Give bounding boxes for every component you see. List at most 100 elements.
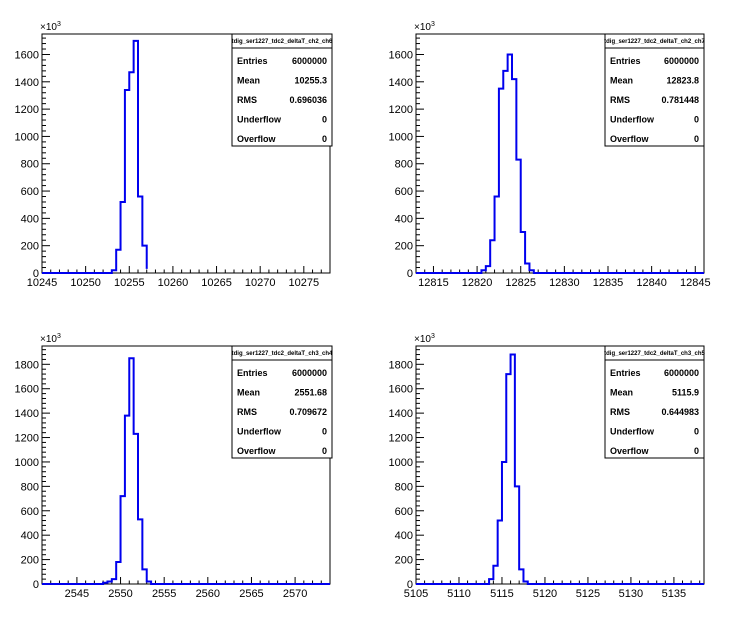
histogram-panel: 5105 5110 5115 5120 5125 5130 5135 0 200 400 600 80… (389, 333, 706, 600)
stat-value: 0 (322, 446, 327, 456)
x-tick-label: 12845 (680, 277, 711, 289)
y-multiplier-label: ×103 (40, 333, 61, 345)
stat-value: 12823.8 (666, 76, 699, 86)
x-tick-label: 2570 (283, 588, 307, 600)
stat-label: RMS (237, 407, 257, 417)
stat-value: 0 (694, 115, 699, 125)
y-tick-label: 1600 (15, 384, 39, 396)
stat-label: Mean (610, 76, 633, 86)
x-tick-label: 10275 (289, 277, 320, 289)
y-tick-label: 600 (395, 506, 413, 518)
histogram-panel: 10245 10250 10255 10260 10265 10270 10275 0 200 4… (15, 21, 334, 289)
y-tick-label: 1200 (15, 433, 39, 445)
stats-box-frame (604, 345, 705, 459)
y-tick-label: 1600 (15, 49, 39, 61)
y-multiplier-label: ×103 (40, 21, 61, 33)
plot-frame (41, 33, 331, 274)
histogram-bin (508, 54, 512, 273)
histogram-line (416, 353, 704, 585)
y-tick-label: 800 (395, 481, 413, 493)
x-tick-label: 5105 (404, 588, 428, 600)
y-tick-label: 200 (21, 555, 39, 567)
y-multiplier-label: ×103 (414, 21, 435, 33)
y-tick-label: 1400 (389, 77, 413, 89)
stat-label: Underflow (237, 427, 282, 437)
stat-label: Overflow (610, 134, 650, 144)
x-tick-label: 5115 (490, 588, 514, 600)
stat-label: Overflow (610, 446, 650, 456)
stat-value: 0 (694, 134, 699, 144)
stat-value: 0.781448 (661, 95, 699, 105)
x-tick-label: 5125 (576, 588, 600, 600)
x-tick-label: 2545 (65, 588, 89, 600)
stat-label: Underflow (237, 115, 282, 125)
stat-label: Entries (237, 368, 268, 378)
x-tick-label: 10270 (245, 277, 276, 289)
y-tick-label: 600 (395, 186, 413, 198)
y-tick-label: 200 (395, 555, 413, 567)
y-tick-label: 800 (21, 481, 39, 493)
stat-label: Underflow (610, 427, 655, 437)
y-tick-label: 1200 (15, 104, 39, 116)
stat-label: Mean (237, 76, 260, 86)
y-tick-label: 400 (395, 530, 413, 542)
histogram-title: tdig_ser1227_tdc2_deltaT_ch3_ch4 (232, 351, 333, 357)
histogram-line (416, 53, 704, 274)
y-tick-label: 800 (395, 159, 413, 171)
y-tick-label: 0 (33, 268, 39, 280)
x-tick-label: 10245 (27, 277, 58, 289)
stat-label: Overflow (237, 134, 277, 144)
stat-value: 6000000 (292, 56, 327, 66)
y-tick-label: 1800 (389, 359, 413, 371)
stats-box: tdig_ser1227_tdc2_deltaT_ch2_ch6 Entries 6… (231, 33, 333, 147)
histogram-title: tdig_ser1227_tdc2_deltaT_ch3_ch5 (604, 351, 705, 357)
stat-value: 0 (322, 134, 327, 144)
stat-value: 0.709672 (289, 407, 327, 417)
stat-value: 6000000 (664, 56, 699, 66)
y-tick-label: 1600 (389, 384, 413, 396)
histogram-panel: 2545 2550 2555 2560 2565 2570 0 200 400 600 800 100… (15, 333, 334, 600)
stat-value: 10255.3 (294, 76, 327, 86)
stat-label: Entries (237, 56, 268, 66)
x-tick-label: 5120 (533, 588, 557, 600)
y-tick-label: 200 (395, 241, 413, 253)
y-tick-label: 1400 (389, 408, 413, 420)
stats-box: tdig_ser1227_tdc2_deltaT_ch3_ch4 Entries 6… (231, 345, 333, 459)
y-tick-label: 1200 (389, 104, 413, 116)
x-tick-label: 12825 (505, 277, 536, 289)
x-tick-label: 12815 (418, 277, 449, 289)
stats-box-frame (604, 33, 705, 147)
x-tick-label: 2550 (108, 588, 132, 600)
stat-label: Mean (610, 388, 633, 398)
stat-value: 0 (322, 427, 327, 437)
stat-value: 0 (322, 115, 327, 125)
x-tick-label: 10250 (70, 277, 101, 289)
stats-box: tdig_ser1227_tdc2_deltaT_ch2_ch7 Entries 6… (604, 33, 706, 147)
stat-value: 0.696036 (289, 95, 327, 105)
stat-value: 0.644983 (661, 407, 699, 417)
stats-box-frame (231, 33, 333, 147)
y-tick-label: 1000 (389, 131, 413, 143)
stat-value: 6000000 (292, 368, 327, 378)
y-tick-label: 0 (407, 579, 413, 591)
x-tick-label: 12840 (636, 277, 667, 289)
y-tick-label: 400 (395, 213, 413, 225)
x-tick-label: 10265 (201, 277, 232, 289)
x-tick-label: 5135 (662, 588, 686, 600)
y-tick-label: 400 (21, 530, 39, 542)
histogram-line (42, 39, 148, 274)
stat-label: Mean (237, 388, 260, 398)
x-tick-label: 12835 (593, 277, 624, 289)
stat-label: RMS (610, 407, 630, 417)
y-tick-label: 200 (21, 241, 39, 253)
x-tick-label: 5130 (619, 588, 643, 600)
x-tick-label: 2565 (239, 588, 263, 600)
x-tick-label: 12830 (549, 277, 580, 289)
y-tick-label: 400 (21, 213, 39, 225)
stat-value: 5115.9 (672, 388, 699, 398)
stat-label: Underflow (610, 115, 655, 125)
histogram-bin (129, 72, 133, 273)
histogram-line (42, 357, 330, 585)
y-tick-label: 0 (407, 268, 413, 280)
